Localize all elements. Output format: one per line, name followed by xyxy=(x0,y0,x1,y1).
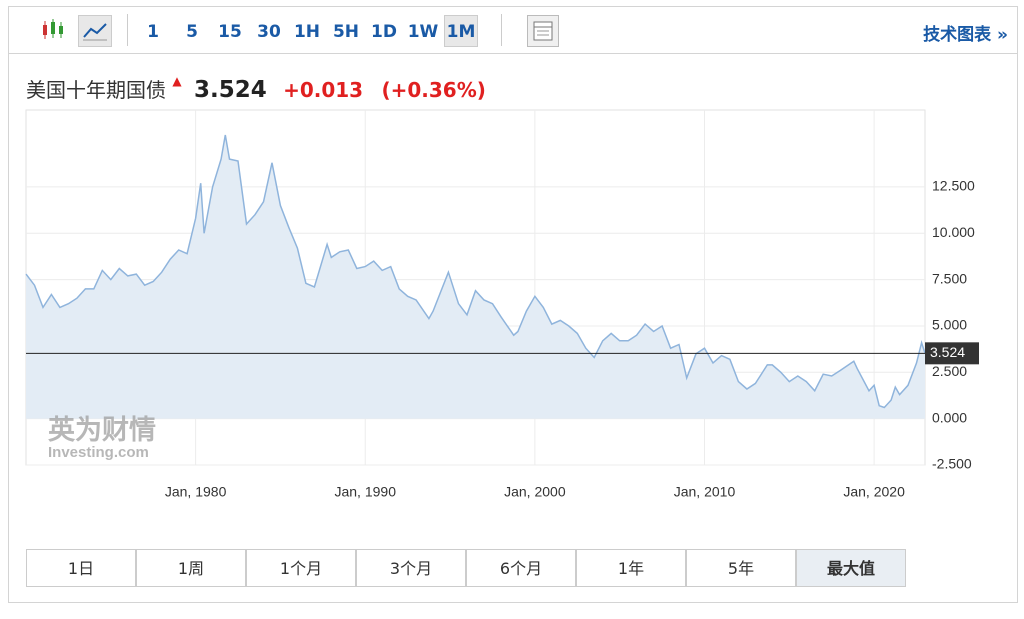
technical-chart-link[interactable]: 技术图表 » xyxy=(923,25,1008,45)
y-tick-label: 7.500 xyxy=(932,270,967,286)
interval-button[interactable]: 1H xyxy=(293,22,321,42)
interval-button[interactable]: 30 xyxy=(257,22,281,42)
interval-button[interactable]: 1D xyxy=(371,22,397,42)
price-change: +0.013 xyxy=(283,78,364,102)
quote-header: 美国十年期国债 ▲ 3.524 +0.013 (+0.36%) xyxy=(26,74,486,104)
watermark-brand: 英为财情 xyxy=(48,415,156,445)
last-price: 3.524 xyxy=(193,77,267,103)
toolbar: 1 5 15 30 1H 5H 1D 1W 1M 技术图表 » xyxy=(8,6,1018,54)
range-tab[interactable]: 1周 xyxy=(136,549,246,587)
range-tab[interactable]: 5年 xyxy=(686,549,796,587)
interval-button[interactable]: 15 xyxy=(218,22,242,42)
widget-frame xyxy=(8,6,1018,603)
y-tick-label: 10.000 xyxy=(932,224,975,240)
x-tick-label: Jan, 2020 xyxy=(843,484,905,500)
range-tab[interactable]: 3个月 xyxy=(356,549,466,587)
price-line xyxy=(25,134,926,409)
area-fill xyxy=(26,135,925,419)
range-tab[interactable]: 1年 xyxy=(576,549,686,587)
y-tick-label: 0.000 xyxy=(932,409,967,425)
y-tick-label: 12.500 xyxy=(932,178,975,194)
instrument-title: 美国十年期国债 xyxy=(26,78,166,102)
y-tick-label: -2.500 xyxy=(932,456,972,472)
range-tab[interactable]: 6个月 xyxy=(466,549,576,587)
x-tick-label: Jan, 2010 xyxy=(674,484,736,500)
y-tick-label: 2.500 xyxy=(932,363,967,379)
x-tick-label: Jan, 1980 xyxy=(165,484,227,500)
last-price-label: 3.524 xyxy=(930,344,965,360)
line-icon[interactable] xyxy=(78,15,112,47)
x-tick-label: Jan, 2000 xyxy=(504,484,566,500)
interval-button[interactable]: 1M xyxy=(444,15,478,47)
chart: Jan, 1980 Jan, 1990 Jan, 2000 Jan, 2010 Jan,… xyxy=(25,109,979,500)
up-marker: ▲ xyxy=(172,74,182,88)
last-price-badge xyxy=(925,342,979,365)
price-change-percent: (+0.36%) xyxy=(381,78,486,102)
range-tab[interactable]: 最大值 xyxy=(796,549,906,587)
interval-button[interactable]: 1 xyxy=(147,22,159,42)
separator xyxy=(501,14,502,46)
x-tick-label: Jan, 1990 xyxy=(334,484,396,500)
plot xyxy=(25,109,926,466)
range-tab[interactable]: 1个月 xyxy=(246,549,356,587)
y-tick-label: 5.000 xyxy=(932,317,967,333)
separator xyxy=(127,14,128,46)
range-tab[interactable]: 1日 xyxy=(26,549,136,587)
watermark-site: Investing.com xyxy=(48,444,149,461)
interval-button[interactable]: 5H xyxy=(332,22,360,42)
interval-button[interactable]: 1W xyxy=(407,22,439,42)
interval-button[interactable]: 5 xyxy=(186,22,198,42)
candle-icon[interactable] xyxy=(38,16,68,46)
table-icon[interactable] xyxy=(527,15,559,47)
